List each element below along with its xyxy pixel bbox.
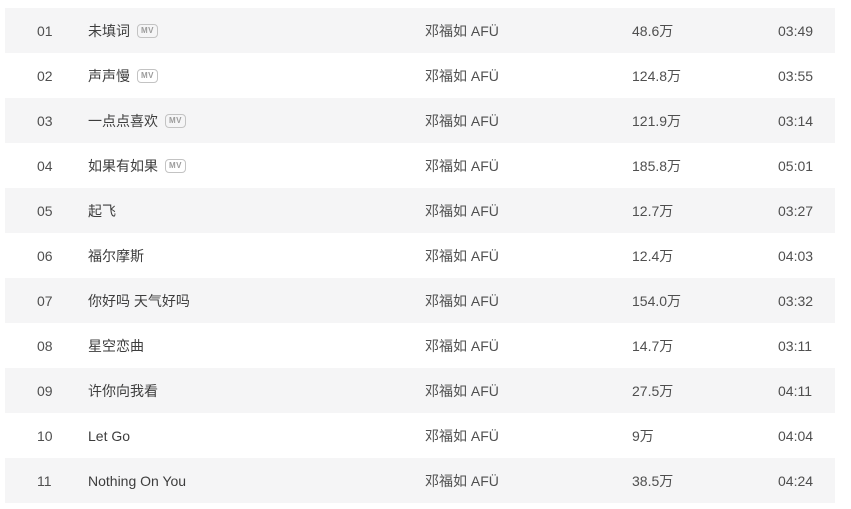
song-title-cell: 起飞 [88,201,425,221]
song-row[interactable]: 03 一点点喜欢 MV 邓福如 AFÜ 121.9万 03:14 [5,98,835,143]
artist-link[interactable]: 邓福如 AFÜ [425,247,499,264]
track-number: 02 [37,67,53,84]
artist-link[interactable]: 邓福如 AFÜ [425,22,499,39]
play-count: 48.6万 [632,22,674,39]
artist-link[interactable]: 邓福如 AFÜ [425,427,499,444]
play-count: 121.9万 [632,112,682,129]
play-count: 14.7万 [632,337,674,354]
song-row[interactable]: 02 声声慢 MV 邓福如 AFÜ 124.8万 03:55 [5,53,835,98]
play-count: 9万 [632,427,654,444]
duration: 04:24 [778,472,814,489]
play-count: 12.7万 [632,202,674,219]
play-count: 154.0万 [632,292,682,309]
play-count: 124.8万 [632,67,682,84]
song-title-cell: 福尔摩斯 [88,246,425,266]
song-title-link[interactable]: Nothing On You [88,472,187,489]
song-title-link[interactable]: 起飞 [88,202,116,219]
song-row[interactable]: 08 星空恋曲 邓福如 AFÜ 14.7万 03:11 [5,323,835,368]
artist-link[interactable]: 邓福如 AFÜ [425,67,499,84]
track-number: 03 [37,112,53,129]
song-title-cell: 许你向我看 [88,381,425,401]
mv-badge-icon[interactable]: MV [165,159,186,173]
song-row[interactable]: 04 如果有如果 MV 邓福如 AFÜ 185.8万 05:01 [5,143,835,188]
song-row[interactable]: 10 Let Go 邓福如 AFÜ 9万 04:04 [5,413,835,458]
song-row[interactable]: 06 福尔摩斯 邓福如 AFÜ 12.4万 04:03 [5,233,835,278]
duration: 03:55 [778,67,814,84]
play-count: 12.4万 [632,247,674,264]
track-number: 04 [37,157,53,174]
duration: 03:11 [778,337,812,354]
song-row[interactable]: 07 你好吗 天气好吗 邓福如 AFÜ 154.0万 03:32 [5,278,835,323]
duration: 05:01 [778,157,814,174]
song-row[interactable]: 01 未填词 MV 邓福如 AFÜ 48.6万 03:49 [5,8,835,53]
artist-link[interactable]: 邓福如 AFÜ [425,292,499,309]
track-number: 01 [37,22,53,39]
artist-link[interactable]: 邓福如 AFÜ [425,382,499,399]
track-number: 07 [37,292,53,309]
track-number: 05 [37,202,53,219]
play-count: 185.8万 [632,157,682,174]
song-title-cell: 你好吗 天气好吗 [88,291,425,311]
track-number: 08 [37,337,53,354]
track-number: 10 [37,427,53,444]
song-row[interactable]: 05 起飞 邓福如 AFÜ 12.7万 03:27 [5,188,835,233]
song-title-link[interactable]: 许你向我看 [88,382,158,399]
song-title-cell: 声声慢 MV [88,66,425,86]
play-count: 38.5万 [632,472,674,489]
song-title-cell: 一点点喜欢 MV [88,111,425,131]
play-count: 27.5万 [632,382,674,399]
track-number: 11 [37,472,52,489]
mv-badge-icon[interactable]: MV [165,114,186,128]
song-title-cell: 星空恋曲 [88,336,425,356]
song-title-link[interactable]: 声声慢 [88,67,130,84]
song-title-cell: Nothing On You [88,473,425,489]
mv-badge-icon[interactable]: MV [137,69,158,83]
artist-link[interactable]: 邓福如 AFÜ [425,202,499,219]
song-title-link[interactable]: 福尔摩斯 [88,247,144,264]
duration: 03:27 [778,202,814,219]
artist-link[interactable]: 邓福如 AFÜ [425,157,499,174]
song-title-link[interactable]: 一点点喜欢 [88,112,158,129]
duration: 03:14 [778,112,814,129]
song-title-link[interactable]: 如果有如果 [88,157,158,174]
track-number: 06 [37,247,53,264]
duration: 04:04 [778,427,814,444]
track-number: 09 [37,382,53,399]
song-row[interactable]: 09 许你向我看 邓福如 AFÜ 27.5万 04:11 [5,368,835,413]
mv-badge-icon[interactable]: MV [137,24,158,38]
duration: 03:32 [778,292,814,309]
duration: 04:11 [778,382,812,399]
artist-link[interactable]: 邓福如 AFÜ [425,472,499,489]
song-title-link[interactable]: Let Go [88,427,131,444]
artist-link[interactable]: 邓福如 AFÜ [425,112,499,129]
song-title-link[interactable]: 星空恋曲 [88,337,144,354]
artist-link[interactable]: 邓福如 AFÜ [425,337,499,354]
song-row[interactable]: 11 Nothing On You 邓福如 AFÜ 38.5万 04:24 [5,458,835,503]
song-title-link[interactable]: 未填词 [88,22,130,39]
song-title-link[interactable]: 你好吗 天气好吗 [88,292,190,309]
song-title-cell: Let Go [88,428,425,444]
song-title-cell: 如果有如果 MV [88,156,425,176]
song-list: 01 未填词 MV 邓福如 AFÜ 48.6万 03:49 02 声声慢 MV … [5,8,835,503]
duration: 03:49 [778,22,814,39]
duration: 04:03 [778,247,814,264]
song-title-cell: 未填词 MV [88,21,425,41]
